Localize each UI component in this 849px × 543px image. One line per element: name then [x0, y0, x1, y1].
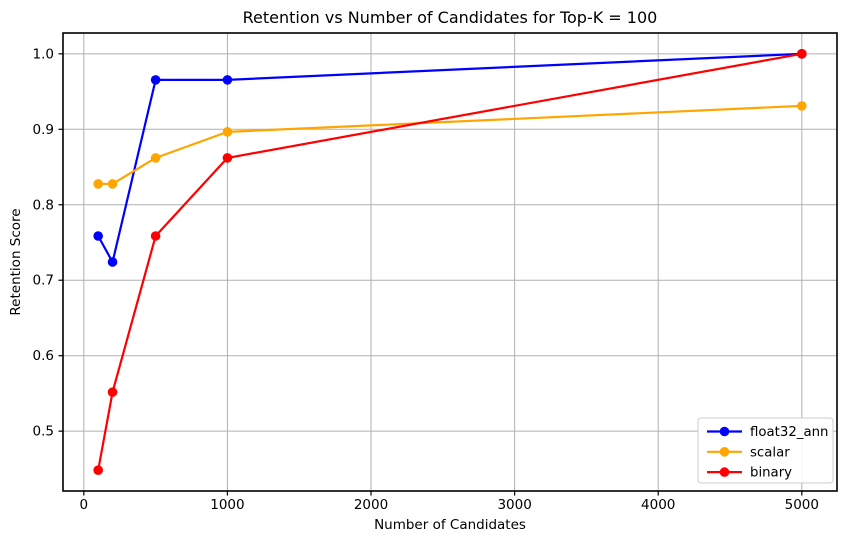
data-point-float32_ann [107, 257, 118, 267]
legend-marker-float32_ann [719, 426, 730, 437]
y-tick-label: 0.9 [33, 122, 54, 138]
x-tick-label: 2000 [354, 497, 388, 513]
legend-label-float32_ann: float32_ann [750, 425, 828, 440]
legend-marker-scalar [719, 447, 730, 457]
legend-label-binary: binary [750, 466, 792, 481]
legend-label-scalar: scalar [750, 445, 790, 460]
series-lines [93, 49, 807, 475]
data-point-float32_ann [222, 75, 233, 85]
x-axis-label: Number of Candidates [374, 517, 526, 533]
data-point-float32_ann [93, 231, 103, 241]
plot-border [62, 32, 838, 492]
legend-marker-binary [719, 467, 730, 477]
y-tick-label: 0.6 [33, 348, 54, 364]
legend-box [697, 417, 834, 484]
data-point-float32_ann [150, 75, 161, 85]
data-point-binary [797, 49, 807, 59]
y-tick-label: 0.5 [33, 424, 54, 440]
y-tick-label: 0.8 [33, 197, 54, 213]
x-tick-label: 5000 [785, 497, 819, 513]
y-tick-label: 1.0 [33, 46, 54, 62]
tick-labels: 0 1000 2000 3000 4000 5000 0.5 0.6 0.7 0.8 0.9 1.0 [33, 46, 819, 513]
x-tick-label: 1000 [210, 497, 244, 513]
data-point-binary [150, 231, 161, 241]
x-tick-label: 3000 [497, 497, 531, 513]
chart-title: Retention vs Number of Candidates for To… [243, 8, 658, 27]
data-point-scalar [797, 101, 807, 111]
series-line-float32_ann [97, 52, 803, 264]
data-point-binary [93, 465, 103, 475]
data-point-scalar [222, 127, 233, 137]
x-tick-label: 0 [80, 497, 89, 513]
data-point-scalar [107, 179, 118, 189]
data-point-binary [107, 387, 118, 397]
x-tick-label: 4000 [641, 497, 675, 513]
y-tick-label: 0.7 [33, 273, 54, 289]
series-line-binary [97, 52, 803, 472]
axes [58, 32, 838, 496]
data-point-scalar [93, 179, 103, 189]
y-axis-label: Retention Score [8, 208, 24, 315]
data-point-binary [222, 153, 233, 163]
data-point-scalar [150, 153, 161, 163]
